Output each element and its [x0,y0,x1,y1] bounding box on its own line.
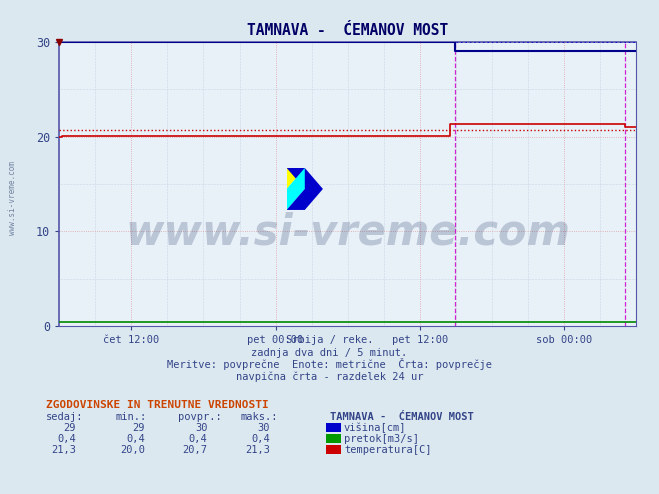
Title: TAMNAVA -  ĆEMANOV MOST: TAMNAVA - ĆEMANOV MOST [247,23,448,38]
Polygon shape [287,168,323,210]
Text: ZGODOVINSKE IN TRENUTNE VREDNOSTI: ZGODOVINSKE IN TRENUTNE VREDNOSTI [46,400,269,410]
Text: temperatura[C]: temperatura[C] [344,445,432,454]
Text: 0,4: 0,4 [57,434,76,444]
Text: 21,3: 21,3 [51,445,76,454]
Polygon shape [287,168,304,189]
Text: 20,7: 20,7 [183,445,208,454]
Text: 29: 29 [63,423,76,433]
Text: Meritve: povprečne  Enote: metrične  Črta: povprečje: Meritve: povprečne Enote: metrične Črta:… [167,358,492,370]
Text: 29: 29 [132,423,145,433]
Polygon shape [287,189,304,210]
Text: zadnja dva dni / 5 minut.: zadnja dva dni / 5 minut. [251,348,408,358]
Text: višina[cm]: višina[cm] [344,422,407,433]
Text: povpr.:: povpr.: [178,412,221,422]
Text: maks.:: maks.: [241,412,278,422]
Text: 30: 30 [258,423,270,433]
Text: 21,3: 21,3 [245,445,270,454]
Text: www.si-vreme.com: www.si-vreme.com [125,211,570,253]
Text: sedaj:: sedaj: [46,412,84,422]
Text: 30: 30 [195,423,208,433]
Text: 20,0: 20,0 [120,445,145,454]
Text: min.:: min.: [115,412,146,422]
Text: 0,4: 0,4 [127,434,145,444]
Polygon shape [287,168,304,189]
Text: pretok[m3/s]: pretok[m3/s] [344,434,419,444]
Text: www.si-vreme.com: www.si-vreme.com [8,161,17,235]
Text: 0,4: 0,4 [189,434,208,444]
Text: TAMNAVA -  ĆEMANOV MOST: TAMNAVA - ĆEMANOV MOST [330,412,473,422]
Text: Srbija / reke.: Srbija / reke. [286,335,373,345]
Text: navpična črta - razdelek 24 ur: navpična črta - razdelek 24 ur [236,372,423,382]
Text: 0,4: 0,4 [252,434,270,444]
